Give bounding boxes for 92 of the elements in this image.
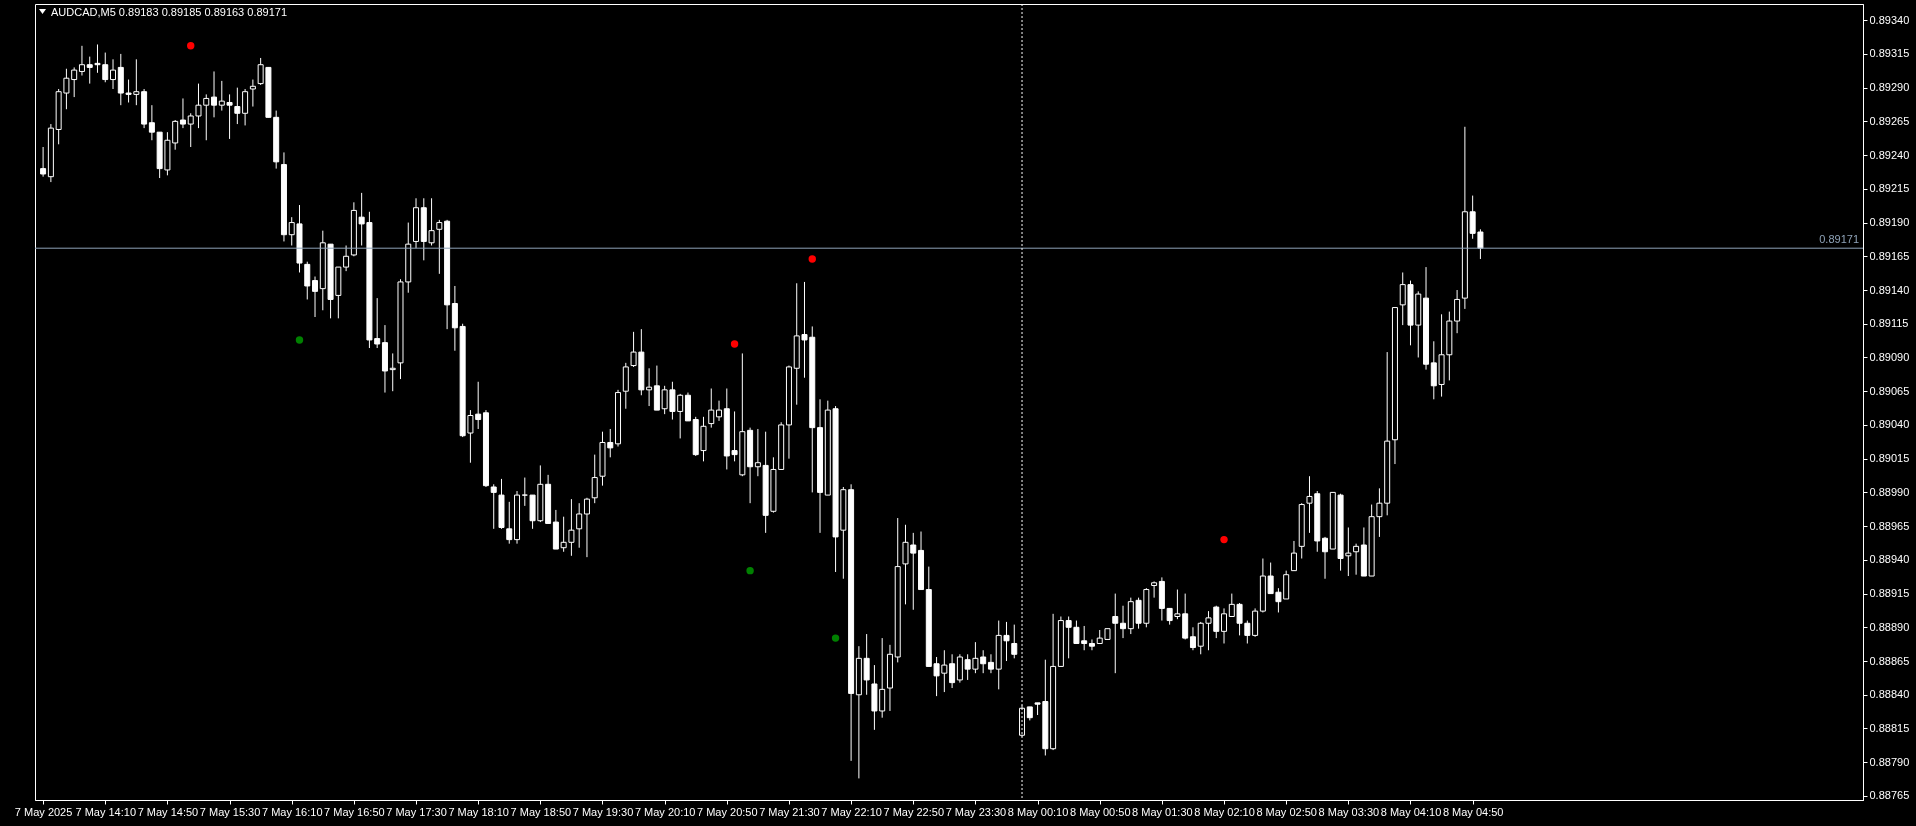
candlestick [1151,580,1158,599]
candlestick [343,245,350,272]
y-tick-label: 0.88865 [1869,654,1910,667]
candlestick [1112,593,1119,674]
candlestick [716,400,723,422]
x-tick-label: 7 May 18:10 [448,805,509,818]
candlestick [490,483,497,530]
y-tick-label: 0.89090 [1869,350,1910,363]
candlestick [1221,607,1228,644]
x-tick-label: 7 May 18:50 [510,805,572,818]
y-tick-label: 0.88765 [1869,789,1910,802]
candlestick [591,454,598,504]
x-tick-label: 7 May 19:30 [572,805,634,818]
x-tick-label: 8 May 03:30 [1318,805,1380,818]
x-tick-label: 7 May 23:30 [945,805,1007,818]
x-tick-label: 8 May 01:30 [1132,805,1193,818]
x-tick-label: 7 May 22:50 [883,805,945,818]
chart-title: AUDCAD,M5 0.89183 0.89185 0.89163 0.89171 [51,6,288,18]
point [187,42,195,50]
x-tick-label: 7 May 14:10 [75,805,137,818]
y-tick-label: 0.89040 [1869,418,1910,431]
candlestick [249,79,256,108]
y-tick-label: 0.89015 [1869,452,1910,465]
candlestick [389,352,396,392]
candlestick [211,70,218,118]
x-tick-label: 7 May 22:10 [821,805,882,818]
candlestick [40,146,47,178]
point [808,255,816,263]
x-tick-label: 7 May 17:30 [386,805,447,818]
candlestick [179,97,186,129]
candlestick [234,87,241,125]
y-tick-label: 0.89290 [1869,81,1910,94]
candlestick [110,58,117,90]
point [746,566,754,575]
candlestick [506,501,513,545]
y-tick-label: 0.89140 [1869,283,1910,296]
y-tick-label: 0.89340 [1869,13,1910,26]
point [1220,535,1228,544]
point [730,340,739,348]
candlestick [576,502,583,549]
x-tick-label: 7 May 16:50 [324,805,385,818]
candlestick [949,653,956,689]
x-tick-label: 7 May 2025 [14,805,73,818]
y-tick-label: 0.89065 [1869,384,1910,397]
y-tick-label: 0.89315 [1869,47,1910,60]
y-tick-label: 0.88990 [1869,485,1910,498]
y-tick-label: 0.88790 [1869,755,1910,768]
candlestick [304,261,311,300]
candlestick [312,276,319,318]
candlestick [1088,638,1095,651]
y-tick-label: 0.88890 [1869,620,1910,633]
x-tick-label: 8 May 02:10 [1194,805,1255,818]
y-tick-label: 0.89115 [1869,317,1909,330]
candlestick [1189,626,1196,651]
x-tick-label: 8 May 04:10 [1380,805,1442,818]
x-tick-label: 8 May 04:50 [1442,805,1504,818]
y-tick-label: 0.88815 [1869,721,1910,734]
y-tick-label: 0.88915 [1869,587,1910,600]
candlestick [583,497,590,558]
x-tick-label: 8 May 00:10 [1007,805,1069,818]
candlestick [436,219,443,275]
candlestick [78,45,85,77]
candlestick [1322,536,1329,580]
x-tick-label: 7 May 21:30 [759,805,820,818]
candlestick [521,477,528,507]
candlestick [1290,540,1297,572]
x-tick-label: 7 May 16:10 [261,805,323,818]
x-tick-label: 8 May 02:50 [1256,805,1317,818]
y-tick-label: 0.88840 [1869,688,1910,701]
y-tick-label: 0.88965 [1869,519,1910,532]
x-tick-label: 7 May 15:30 [199,805,261,818]
candlestick [1011,624,1018,659]
candlestick [708,388,715,429]
x-tick-label: 7 May 20:10 [634,805,696,818]
x-tick-label: 7 May 20:50 [697,805,758,818]
candlestick [1120,605,1127,639]
candlestick [242,88,249,126]
x-tick-label: 8 May 00:50 [1069,805,1131,818]
y-tick-label: 0.89215 [1869,182,1910,195]
y-tick-label: 0.89265 [1869,114,1910,127]
y-tick-label: 0.89240 [1869,148,1910,161]
candlestick [1353,543,1360,576]
point [295,336,304,344]
point [831,634,840,642]
candlestick [987,653,994,674]
x-tick-label: 7 May 14:50 [137,805,199,818]
candlestick [1454,289,1461,334]
candlestick [646,367,653,407]
y-tick-label: 0.88940 [1869,553,1910,566]
y-tick-label: 0.89190 [1869,216,1910,229]
y-tick-label: 0.89165 [1869,249,1910,262]
ref-line-label: 0.89171 [1819,233,1859,246]
